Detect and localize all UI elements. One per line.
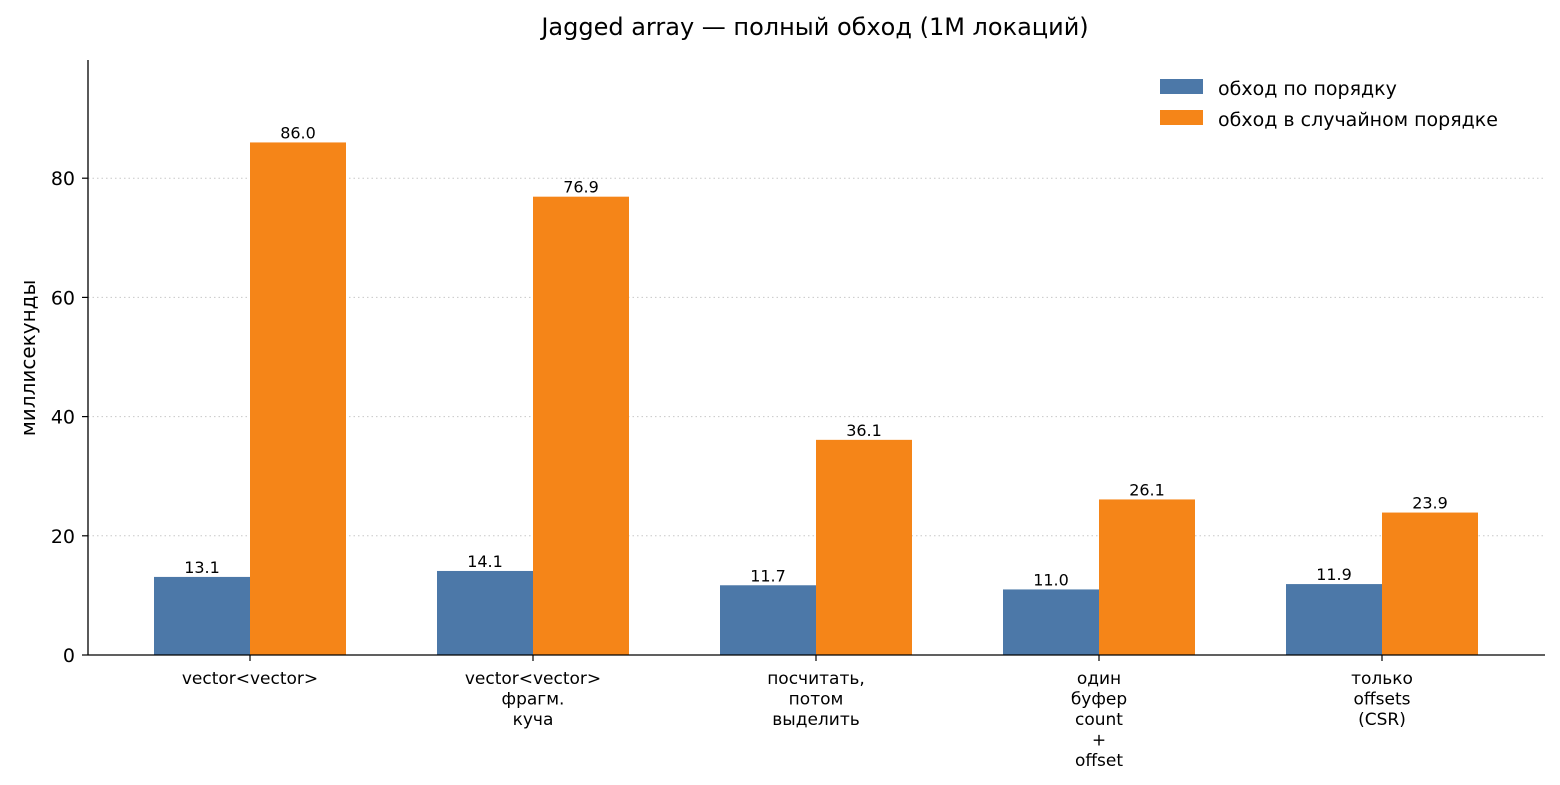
bar xyxy=(720,585,816,655)
bar xyxy=(816,439,912,655)
x-tick-label: vector<vector> xyxy=(182,669,318,689)
legend-label-random: обход в случайном порядке xyxy=(1218,109,1498,131)
x-tick-label: vector<vector> фрагм. куча xyxy=(465,669,601,730)
bar-value-label: 76.9 xyxy=(563,178,599,197)
x-tick-label: посчитать, потом выделить xyxy=(767,669,865,730)
bar-value-label: 26.1 xyxy=(1129,480,1165,499)
bars xyxy=(154,142,1478,655)
bar xyxy=(437,570,533,655)
y-axis-label: миллисекунды xyxy=(16,280,40,437)
bar-value-label: 36.1 xyxy=(846,421,882,440)
bar-value-label: 11.0 xyxy=(1033,570,1069,589)
bar-value-label: 23.9 xyxy=(1412,494,1448,513)
data-labels: 13.1 14.1 11.7 11.0 11.9 86.0 76.9 36.1 26.1 23.9 xyxy=(184,123,1448,589)
x-tick-label: только offsets (CSR) xyxy=(1351,669,1413,730)
bar-value-label: 86.0 xyxy=(280,123,316,142)
legend-swatch-random xyxy=(1160,110,1203,125)
y-tick-label: 40 xyxy=(51,407,75,429)
bar xyxy=(1382,512,1478,655)
y-tick-label: 20 xyxy=(51,526,75,548)
bar xyxy=(154,576,250,655)
bar-value-label: 11.7 xyxy=(750,566,786,585)
legend: обход по порядку обход в случайном поряд… xyxy=(1160,78,1498,131)
bar xyxy=(1099,499,1195,655)
bar xyxy=(1286,584,1382,655)
bar xyxy=(533,196,629,655)
legend-label-in-order: обход по порядку xyxy=(1218,78,1397,100)
y-tick-label: 0 xyxy=(63,645,75,667)
x-ticks: vector<vector> vector<vector> фрагм. куча по… xyxy=(182,655,1413,771)
bar xyxy=(1003,589,1099,655)
y-tick-label: 60 xyxy=(51,287,75,309)
x-tick-label: один буфер count + offset xyxy=(1071,669,1127,771)
y-tick-label: 80 xyxy=(51,168,75,190)
legend-swatch-in-order xyxy=(1160,79,1203,94)
bar-value-label: 11.9 xyxy=(1316,565,1352,584)
chart-title: Jagged array — полный обход (1M локаций) xyxy=(539,13,1088,41)
bar-value-label: 14.1 xyxy=(467,552,503,571)
bar xyxy=(250,142,346,655)
bar-value-label: 13.1 xyxy=(184,558,220,577)
y-ticks: 0 20 40 60 80 xyxy=(51,168,88,667)
